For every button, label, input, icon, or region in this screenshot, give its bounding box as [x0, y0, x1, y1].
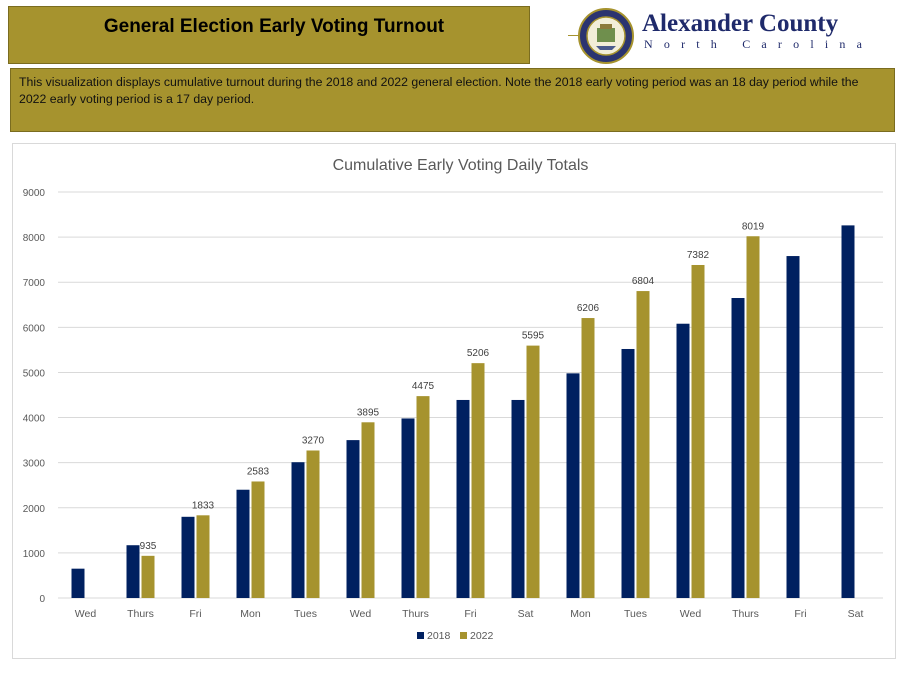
x-tick-label: Wed — [350, 608, 372, 620]
county-logo: Alexander County North Carolina — [568, 4, 898, 64]
bar-2022 — [251, 481, 265, 598]
legend-label: 2018 — [427, 630, 451, 642]
legend-label: 2022 — [470, 630, 494, 642]
y-tick-label: 9000 — [23, 188, 46, 199]
x-tick-label: Mon — [240, 608, 261, 620]
bar-2018 — [511, 399, 525, 598]
bar-2018 — [731, 298, 745, 598]
bar-2018 — [676, 323, 690, 598]
bar-2018 — [291, 462, 305, 598]
bar-2022 — [196, 515, 210, 598]
bar-2022 — [636, 291, 650, 598]
bar-2022 — [691, 264, 705, 598]
bar-2022 — [746, 236, 760, 598]
y-tick-label: 1000 — [23, 549, 46, 560]
bar-2022 — [416, 396, 430, 598]
logo-divider — [568, 35, 580, 36]
x-tick-label: Wed — [680, 608, 702, 620]
chart-frame: Cumulative Early Voting Daily Totals 0 100… — [12, 143, 896, 659]
county-subtitle: North Carolina — [644, 37, 874, 51]
x-tick-label: Thurs — [127, 608, 154, 620]
x-tick-label: Fri — [794, 608, 806, 620]
data-label: 6206 — [577, 303, 600, 314]
y-tick-label: 8000 — [23, 233, 46, 244]
data-label: 6804 — [632, 276, 655, 287]
bar-2022 — [141, 555, 155, 598]
description-panel: This visualization displays cumulative t… — [10, 68, 895, 132]
bar-2018 — [71, 568, 85, 598]
data-label: 7382 — [687, 250, 710, 261]
county-seal-icon — [578, 8, 634, 64]
x-tick-label: Fri — [189, 608, 201, 620]
x-tick-label: Wed — [75, 608, 97, 620]
y-tick-label: 3000 — [23, 459, 46, 470]
bar-2018 — [346, 440, 360, 598]
chart-title: Cumulative Early Voting Daily Totals — [333, 157, 589, 174]
x-tick-label: Thurs — [402, 608, 429, 620]
x-tick-label: Tues — [624, 608, 647, 620]
x-tick-label: Tues — [294, 608, 317, 620]
bar-2022 — [361, 422, 375, 598]
y-tick-label: 0 — [39, 594, 45, 605]
bar-2018 — [126, 545, 140, 598]
bar-2018 — [841, 225, 855, 598]
bar-2018 — [181, 516, 195, 598]
bar-2018 — [786, 256, 800, 598]
data-label: 5206 — [467, 348, 490, 359]
bar-2018 — [456, 399, 470, 598]
description-text: This visualization displays cumulative t… — [19, 75, 859, 106]
bar-chart: Cumulative Early Voting Daily Totals 0 100… — [23, 157, 883, 642]
y-tick-label: 7000 — [23, 278, 46, 289]
bar-2022 — [306, 450, 320, 598]
legend-swatch-2022 — [460, 632, 467, 639]
bar-2022 — [526, 345, 540, 598]
y-tick-label: 2000 — [23, 504, 46, 515]
bar-2018 — [566, 373, 580, 598]
data-label: 8019 — [742, 221, 765, 232]
title-banner: General Election Early Voting Turnout — [8, 6, 530, 64]
legend-swatch-2018 — [417, 632, 424, 639]
data-label: 4475 — [412, 381, 435, 392]
x-tick-label: Sat — [848, 608, 864, 620]
bar-2018 — [401, 418, 415, 598]
y-tick-label: 4000 — [23, 414, 46, 425]
data-label: 1833 — [192, 500, 215, 511]
data-label: 3270 — [302, 435, 325, 446]
data-label: 3895 — [357, 407, 380, 418]
x-tick-label: Thurs — [732, 608, 759, 620]
x-tick-label: Mon — [570, 608, 591, 620]
bar-2022 — [471, 363, 485, 598]
page-title: General Election Early Voting Turnout — [103, 16, 445, 37]
data-label: 5595 — [522, 331, 545, 342]
y-tick-label: 6000 — [23, 323, 46, 334]
county-name: Alexander County — [642, 10, 839, 37]
y-tick-label: 5000 — [23, 368, 46, 379]
bar-2018 — [236, 489, 250, 598]
data-label: 935 — [140, 541, 157, 552]
bar-2018 — [621, 348, 635, 598]
data-label: 2583 — [247, 466, 270, 477]
bar-2022 — [581, 318, 595, 598]
x-tick-label: Fri — [464, 608, 476, 620]
x-tick-label: Sat — [518, 608, 534, 620]
